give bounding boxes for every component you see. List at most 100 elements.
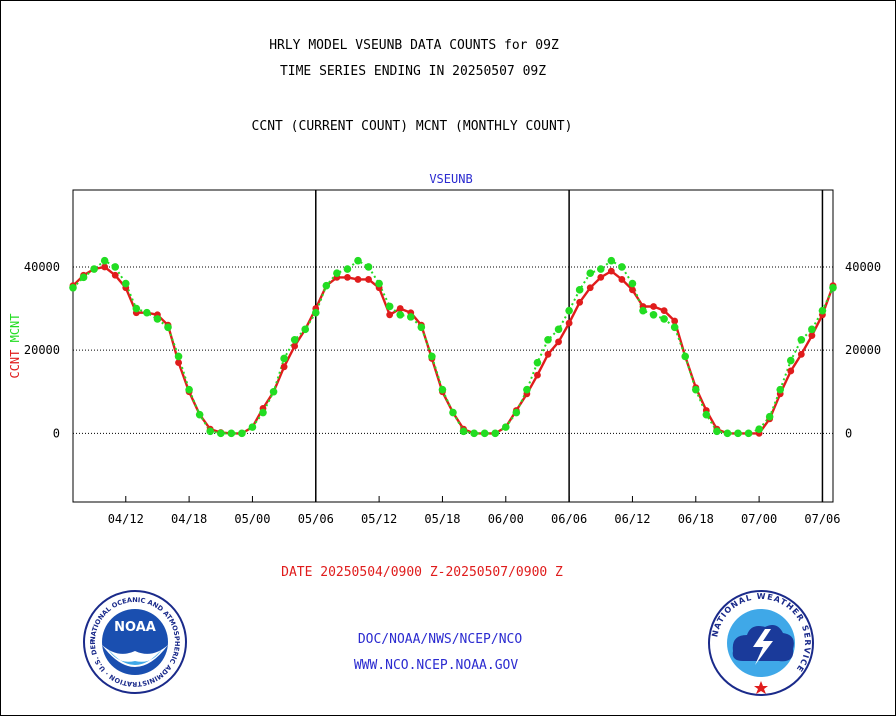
y-tick-label-left: 0 <box>53 426 60 440</box>
data-point-mcnt <box>280 354 288 363</box>
data-point-mcnt <box>765 412 774 421</box>
data-point-mcnt <box>333 269 341 278</box>
data-point-mcnt <box>449 408 457 417</box>
x-tick-label: 06/06 <box>551 512 587 526</box>
chart-subtitle: CCNT (CURRENT COUNT) MCNT (MONTHLY COUNT… <box>251 119 573 134</box>
x-tick-label: 05/12 <box>361 512 397 526</box>
data-point-ccnt <box>565 319 573 327</box>
y-tick-label-left: 20000 <box>24 343 60 357</box>
data-point-ccnt <box>101 263 109 271</box>
data-point-ccnt <box>344 273 351 281</box>
y-axis-label-mcnt: MCNT <box>8 313 22 342</box>
plot-title: VSEUNB <box>429 172 473 186</box>
data-point-mcnt <box>343 265 352 273</box>
data-point-mcnt <box>618 263 626 271</box>
data-point-mcnt <box>628 279 637 288</box>
data-point-ccnt <box>607 267 615 275</box>
data-point-mcnt <box>185 385 193 394</box>
data-point-mcnt <box>744 429 753 438</box>
data-point-mcnt <box>480 429 489 438</box>
data-point-ccnt <box>618 276 626 283</box>
data-point-mcnt <box>776 385 785 394</box>
data-point-mcnt <box>364 263 373 271</box>
data-point-mcnt <box>829 283 837 292</box>
data-point-mcnt <box>575 286 584 294</box>
nws-logo: NATIONAL WEATHER SERVICE <box>708 590 814 696</box>
data-point-mcnt <box>691 385 700 394</box>
data-point-ccnt <box>175 359 182 367</box>
data-point-mcnt <box>417 323 426 332</box>
x-tick-label: 06/18 <box>678 512 714 526</box>
data-point-mcnt <box>491 429 500 438</box>
data-point-mcnt <box>164 323 172 332</box>
data-point-mcnt <box>238 429 246 438</box>
data-point-mcnt <box>143 308 151 317</box>
data-point-mcnt <box>723 429 732 438</box>
y-tick-label-right: 40000 <box>845 260 881 274</box>
x-tick-label: 05/00 <box>234 512 270 526</box>
data-point-mcnt <box>174 352 183 361</box>
data-point-ccnt <box>111 271 119 279</box>
data-point-mcnt <box>227 429 236 438</box>
data-point-mcnt <box>818 306 827 315</box>
x-tick-label: 06/00 <box>488 512 524 526</box>
x-tick-label: 07/00 <box>741 512 777 526</box>
data-point-ccnt <box>650 303 657 310</box>
data-point-mcnt <box>734 429 742 438</box>
data-point-mcnt <box>565 306 573 315</box>
data-point-mcnt <box>755 425 763 434</box>
data-point-mcnt <box>259 408 267 417</box>
data-point-ccnt <box>386 311 394 319</box>
data-point-mcnt <box>248 423 257 431</box>
data-point-mcnt <box>501 423 510 431</box>
noaa-logo: NATIONAL OCEANIC AND ATMOSPHERIC ADMINIS… <box>82 589 187 694</box>
data-point-mcnt <box>290 335 299 344</box>
data-point-mcnt <box>216 429 225 438</box>
data-point-ccnt <box>555 338 562 346</box>
data-point-mcnt <box>660 315 668 323</box>
website-label: WWW.NCO.NCEP.NOAA.GOV <box>353 658 519 673</box>
data-point-mcnt <box>69 283 77 292</box>
y-tick-label-right: 20000 <box>845 343 881 357</box>
data-point-mcnt <box>153 315 162 323</box>
data-point-mcnt <box>311 308 320 317</box>
x-tick-label: 07/06 <box>804 512 840 526</box>
y-axis-label-ccnt: CCNT <box>8 342 22 378</box>
data-point-ccnt <box>671 317 679 325</box>
data-point-mcnt <box>596 265 605 273</box>
data-point-mcnt <box>459 427 468 436</box>
data-point-mcnt <box>607 256 616 265</box>
data-point-mcnt <box>100 256 109 265</box>
data-point-ccnt <box>597 273 605 281</box>
data-point-ccnt <box>660 307 668 315</box>
data-point-ccnt <box>797 350 805 358</box>
y-axis-label: CCNT MCNT <box>8 313 22 378</box>
data-point-mcnt <box>670 323 679 332</box>
data-point-mcnt <box>206 427 215 436</box>
data-point-mcnt <box>406 313 415 321</box>
data-point-mcnt <box>797 335 806 344</box>
data-point-mcnt <box>512 408 521 417</box>
data-point-mcnt <box>396 311 405 319</box>
data-point-mcnt <box>533 358 542 367</box>
x-tick-label: 04/12 <box>108 512 144 526</box>
data-point-mcnt <box>554 325 563 334</box>
data-point-mcnt <box>301 325 310 334</box>
x-tick-label: 04/18 <box>171 512 207 526</box>
data-point-ccnt <box>291 342 299 350</box>
data-point-mcnt <box>713 427 721 436</box>
data-point-ccnt <box>396 305 404 312</box>
x-tick-label: 05/06 <box>298 512 334 526</box>
chart-title-line1: HRLY MODEL VSEUNB DATA COUNTS for 09Z <box>269 38 559 53</box>
data-point-ccnt <box>365 276 372 283</box>
data-point-mcnt <box>649 311 658 319</box>
y-tick-label-left: 40000 <box>24 260 60 274</box>
data-point-mcnt <box>523 385 531 394</box>
y-tick-label-right: 0 <box>845 426 852 440</box>
data-point-mcnt <box>544 335 552 344</box>
data-point-mcnt <box>586 269 595 278</box>
data-point-ccnt <box>544 350 552 358</box>
data-point-mcnt <box>121 279 130 288</box>
plot-area-border <box>72 189 834 503</box>
